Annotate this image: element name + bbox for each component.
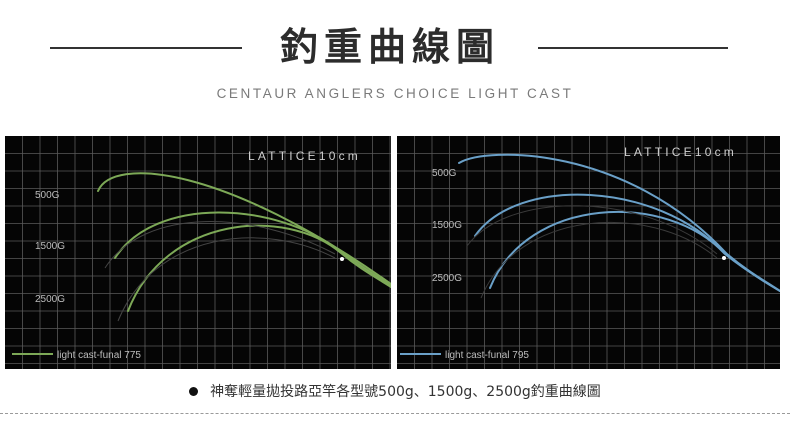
grid-lattice [397,136,780,369]
legend-text: light cast-funal 775 [57,350,141,361]
chart-775-svg: LATTICE10cm 500G 1500G 2500G light cast-… [5,136,391,369]
load-label-500g: 500G [432,168,457,179]
chart-795-svg: LATTICE10cm 500G 1500G 2500G light cast-… [397,136,780,369]
curve-2500g [127,224,391,312]
curve-500g [97,172,391,285]
curve-2500g [489,211,780,292]
load-label-2500g: 2500G [432,273,462,284]
curve-shadow-2500g [480,221,718,299]
curves [458,153,780,292]
curve-1500g [114,211,391,287]
load-label-1500g: 1500G [35,241,65,252]
page-title: 釣重曲線圖 [279,24,500,69]
curve-shadow-1500g [466,205,718,255]
legend-text: light cast-funal 795 [445,350,529,361]
load-label-1500g: 1500G [432,220,462,231]
grid-label: LATTICE10cm [248,149,361,163]
dashed-divider [0,413,790,414]
curves [97,172,391,312]
title-rule-right [538,47,728,49]
caption-text: 神奪輕量拋投路亞竿各型號500g、1500g、2500g釣重曲線圖 [210,384,601,400]
grid-lattice [5,136,391,369]
chart-panel-795: LATTICE10cm 500G 1500G 2500G light cast-… [397,136,780,369]
page-header: 釣重曲線圖 CENTAUR ANGLERS CHOICE LIGHT CAST [0,0,790,110]
curve-1500g [474,193,780,292]
chart-panel-775: LATTICE10cm 500G 1500G 2500G light cast-… [5,136,391,369]
load-label-2500g: 2500G [35,294,65,305]
bullet-icon [189,386,199,396]
curve-shadow-2500g [117,237,336,322]
curve-shadow-1500g [104,221,336,269]
figure-caption: 神奪輕量拋投路亞竿各型號500g、1500g、2500g釣重曲線圖 [0,381,790,401]
title-rule-left [50,47,242,49]
grid-label: LATTICE10cm [624,145,737,159]
tip-point [340,257,344,261]
page-subtitle: CENTAUR ANGLERS CHOICE LIGHT CAST [216,86,574,101]
tip-point [722,256,726,260]
load-label-500g: 500G [35,190,60,201]
